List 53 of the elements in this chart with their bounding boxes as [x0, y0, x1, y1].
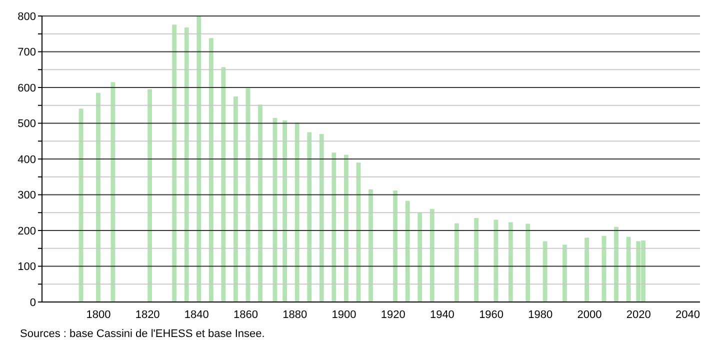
y-tick-label: 700	[18, 46, 36, 59]
bar	[584, 238, 590, 302]
x-tick-label: 1800	[86, 308, 111, 321]
x-tick-label: 1980	[528, 308, 553, 321]
bar	[319, 134, 324, 302]
x-tick-label: 2020	[626, 308, 651, 321]
bar	[626, 236, 631, 302]
y-tick-label: 500	[18, 118, 36, 130]
bar	[208, 38, 214, 302]
bar	[148, 89, 152, 302]
bar	[307, 132, 312, 302]
x-tick-label: 1820	[135, 308, 160, 321]
bar	[368, 189, 373, 302]
x-tick-label: 1900	[332, 308, 356, 321]
bar	[294, 122, 300, 302]
y-tick-label: 300	[18, 190, 36, 202]
bar	[234, 96, 238, 302]
x-tick-label: 2000	[577, 308, 602, 321]
bar	[508, 222, 513, 302]
bar	[196, 16, 202, 302]
source-note: Sources : base Cassini de l'EHESS et base Insee.	[20, 328, 266, 340]
x-tick-label: 2040	[675, 308, 700, 321]
bar	[344, 154, 348, 302]
bar	[542, 241, 548, 302]
bar	[282, 120, 288, 302]
bar	[418, 212, 422, 302]
y-tick-label: 400	[18, 154, 36, 166]
bar	[454, 223, 459, 302]
bar	[172, 24, 177, 302]
bar	[405, 200, 410, 302]
bar	[258, 104, 262, 302]
x-tick-label: 1940	[430, 308, 454, 321]
bar	[526, 224, 530, 302]
bar	[393, 190, 398, 302]
y-tick-label: 0	[30, 296, 36, 309]
x-tick-label: 1920	[380, 308, 406, 321]
y-tick-label: 100	[18, 261, 36, 274]
y-tick-label: 600	[18, 82, 36, 94]
x-tick-label: 1880	[282, 308, 308, 321]
x-tick-label: 1860	[234, 308, 258, 321]
bar	[562, 244, 567, 302]
bar	[221, 67, 226, 302]
y-tick-label: 800	[18, 10, 36, 23]
x-tick-label: 1840	[184, 308, 209, 321]
bar	[474, 218, 479, 302]
bar	[614, 226, 618, 302]
bar	[96, 92, 100, 302]
y-tick-label: 200	[18, 225, 36, 238]
bar	[430, 209, 434, 302]
bar	[332, 152, 336, 302]
x-tick-label: 1960	[479, 308, 504, 321]
bar	[184, 27, 189, 302]
bar	[110, 82, 116, 302]
